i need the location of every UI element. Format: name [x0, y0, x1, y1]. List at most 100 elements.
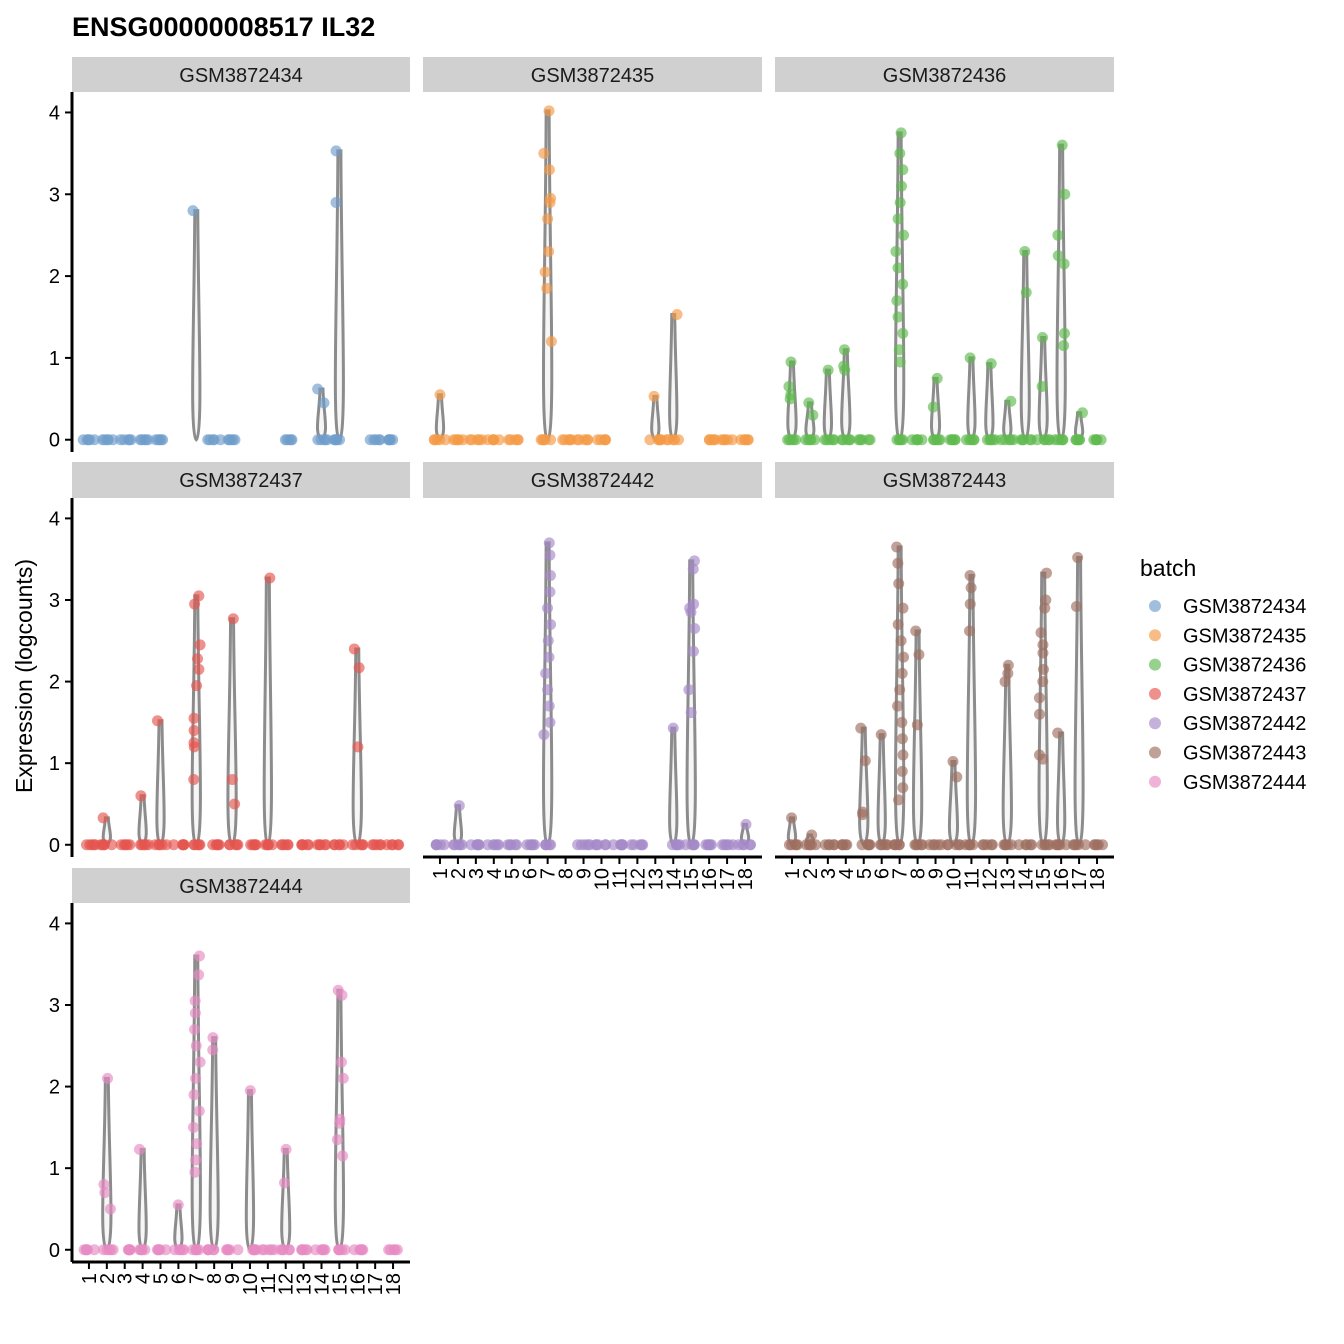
- violin-shape: [452, 804, 464, 847]
- facet-strip: [72, 57, 410, 92]
- x-tick-label: 1: [782, 868, 804, 879]
- data-point: [977, 839, 989, 851]
- data-point: [193, 663, 205, 675]
- data-point: [823, 839, 835, 851]
- violin-shape: [966, 356, 977, 442]
- y-tick-label: 1: [49, 753, 60, 775]
- data-point: [893, 839, 905, 851]
- data-point: [786, 434, 798, 446]
- data-point: [995, 434, 1007, 446]
- data-point: [149, 839, 161, 851]
- y-tick-label: 4: [49, 508, 60, 530]
- data-point: [264, 572, 276, 584]
- facet-strip-label: GSM3872437: [179, 470, 302, 492]
- x-tick-label: 8: [556, 868, 578, 879]
- data-point: [685, 606, 697, 618]
- data-point: [898, 651, 910, 663]
- data-point: [88, 1244, 100, 1256]
- violin-shape: [984, 362, 995, 442]
- x-tick-label: 15: [1033, 868, 1055, 890]
- data-point: [1059, 188, 1071, 200]
- legend-key: [1149, 687, 1161, 700]
- data-point: [193, 839, 205, 851]
- data-point: [543, 164, 555, 176]
- data-point: [430, 839, 442, 851]
- data-point: [1037, 639, 1049, 651]
- x-tick-label: 15: [329, 1273, 351, 1295]
- data-point: [207, 1032, 219, 1044]
- data-point: [107, 434, 119, 446]
- violin-shape: [822, 368, 833, 442]
- data-point: [703, 434, 715, 446]
- data-point: [856, 434, 868, 446]
- data-point: [374, 434, 386, 446]
- x-tick-label: 5: [151, 1273, 173, 1284]
- violin-shape: [315, 387, 328, 442]
- data-point: [189, 995, 201, 1007]
- data-point: [493, 839, 505, 851]
- data-point: [1036, 381, 1048, 393]
- data-point: [644, 434, 656, 446]
- x-tick-label: 15: [681, 868, 703, 890]
- facet-strip-label: GSM3872434: [179, 65, 302, 87]
- violin-shape: [876, 733, 887, 847]
- data-point: [275, 1244, 287, 1256]
- data-point: [986, 839, 998, 851]
- data-point: [822, 364, 834, 376]
- data-point: [573, 434, 585, 446]
- data-point: [648, 390, 660, 402]
- x-tick-label: 3: [818, 868, 840, 879]
- data-point: [592, 839, 604, 851]
- data-point: [190, 1040, 202, 1052]
- legend-label: GSM3872443: [1183, 743, 1306, 765]
- data-point: [890, 246, 902, 258]
- data-point: [875, 729, 887, 741]
- x-tick-label: 8: [908, 868, 930, 879]
- data-point: [893, 344, 905, 356]
- violin-shape: [965, 574, 978, 847]
- data-point: [927, 839, 939, 851]
- data-point: [190, 1154, 202, 1166]
- x-tick-label: 18: [1087, 868, 1109, 890]
- data-point: [471, 839, 483, 851]
- data-point: [892, 213, 904, 225]
- data-point: [931, 372, 943, 384]
- data-point: [188, 741, 200, 753]
- data-point: [1056, 139, 1068, 151]
- data-point: [98, 1244, 110, 1256]
- data-point: [177, 1244, 189, 1256]
- data-point: [716, 434, 728, 446]
- violin-shape: [1002, 399, 1013, 442]
- data-point: [188, 712, 200, 724]
- data-point: [999, 676, 1011, 688]
- facet-strip: [72, 868, 410, 903]
- data-point: [102, 1072, 114, 1084]
- data-point: [946, 434, 958, 446]
- violin-shape: [650, 394, 661, 442]
- y-tick-label: 0: [49, 430, 60, 452]
- data-point: [1041, 567, 1053, 579]
- data-point: [244, 1085, 256, 1097]
- data-point: [193, 969, 205, 981]
- x-tick-label: 14: [663, 868, 685, 890]
- data-point: [543, 537, 555, 549]
- data-point: [124, 1244, 136, 1256]
- data-point: [897, 602, 909, 614]
- y-tick-label: 1: [49, 1158, 60, 1180]
- data-point: [841, 434, 853, 446]
- y-tick-label: 2: [49, 1077, 60, 1099]
- data-point: [892, 262, 904, 274]
- data-point: [524, 839, 536, 851]
- data-point: [279, 839, 291, 851]
- data-point: [625, 839, 637, 851]
- violin-shape: [155, 719, 166, 847]
- data-point: [303, 839, 315, 851]
- x-tick-label: 18: [735, 868, 757, 890]
- data-point: [1002, 839, 1014, 851]
- x-tick-label: 14: [1015, 868, 1037, 890]
- data-point: [896, 667, 908, 679]
- data-point: [784, 393, 796, 405]
- y-tick-label: 2: [49, 672, 60, 694]
- x-tick-label: 1: [79, 1273, 101, 1284]
- data-point: [187, 205, 199, 217]
